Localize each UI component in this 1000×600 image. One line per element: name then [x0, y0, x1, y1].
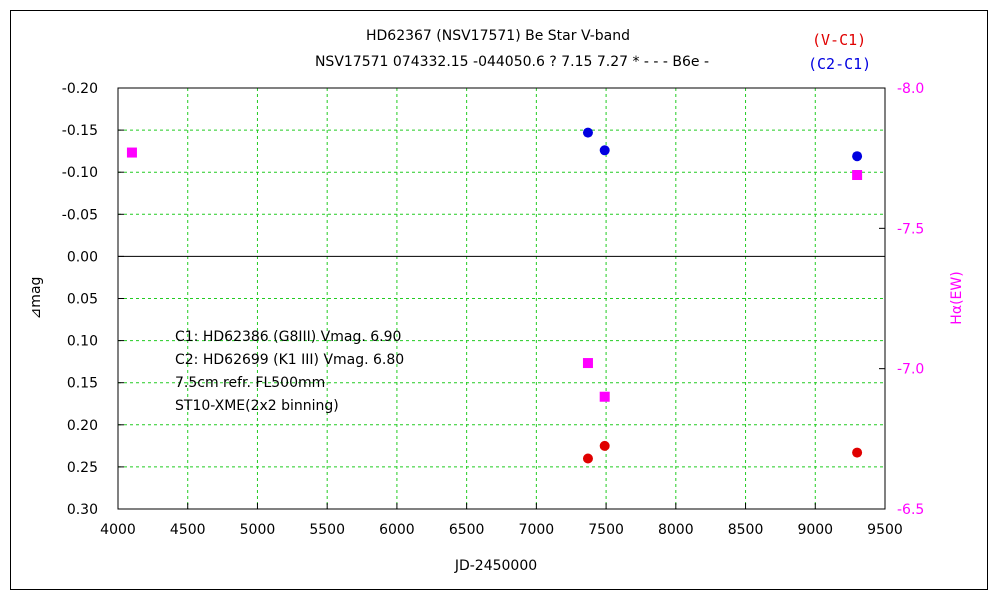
y-tick-label: -0.10	[62, 165, 98, 181]
y-tick-label: -0.20	[62, 81, 98, 97]
y-tick-label: 0.00	[67, 249, 98, 265]
x-tick-label: 6000	[379, 522, 415, 538]
axes: 4000 4500 5000 5500 6000 6500 7000 7500 8000 8500…	[62, 81, 925, 538]
x-tick-label: 9000	[797, 522, 833, 538]
grid	[118, 88, 885, 509]
chart-frame	[10, 10, 988, 590]
data-point-h-alpha	[599, 391, 610, 402]
legend-item-v-c1: (V-C1)	[812, 31, 866, 49]
y-tick-label: 0.05	[67, 292, 98, 308]
data-point-c2-c1	[599, 145, 610, 156]
y-tick-label: 0.25	[67, 460, 98, 476]
x-axis-label: JD-2450000	[454, 558, 537, 574]
y-tick-label: 0.10	[67, 334, 98, 350]
annotation-camera: ST10-XME(2x2 binning)	[175, 398, 339, 414]
x-tick-label: 8500	[728, 522, 764, 538]
data-point-h-alpha	[126, 147, 137, 158]
x-tick-label: 6500	[449, 522, 485, 538]
y-tick-label: 0.15	[67, 376, 98, 392]
data-point-v-c1	[582, 453, 593, 464]
x-tick-label: 7000	[519, 522, 555, 538]
x-tick-label: 5500	[309, 522, 345, 538]
x-tick-label: 5000	[240, 522, 276, 538]
y-tick-label: -0.15	[62, 123, 98, 139]
y-tick-label: -0.05	[62, 207, 98, 223]
y2-tick-label: -7.0	[897, 362, 924, 378]
data-point-v-c1	[852, 447, 863, 458]
x-tick-label: 4000	[100, 522, 136, 538]
data-point-v-c1	[599, 440, 610, 451]
y2-axis-label: Hα(EW)	[949, 271, 965, 324]
data-marks	[126, 127, 863, 464]
chart-subtitle: NSV17571 074332.15 -044050.6 ? 7.15 7.27…	[315, 54, 709, 70]
data-point-h-alpha	[582, 358, 593, 369]
x-tick-label: 7500	[588, 522, 624, 538]
annotation-telescope: 7.5cm refr. FL500mm	[175, 375, 325, 391]
chart-title: HD62367 (NSV17571) Be Star V-band	[366, 28, 630, 44]
x-tick-label: 4500	[170, 522, 206, 538]
data-point-c2-c1	[852, 151, 863, 162]
y-axis-label: ⊿mag	[28, 277, 44, 320]
annotation-c2: C2: HD62699 (K1 III) Vmag. 6.80	[175, 352, 404, 368]
y2-tick-label: -6.5	[897, 502, 924, 518]
x-tick-label: 8000	[658, 522, 694, 538]
y-tick-label: 0.20	[67, 418, 98, 434]
y2-tick-label: -8.0	[897, 81, 924, 97]
x-tick-label: 9500	[867, 522, 903, 538]
y2-tick-label: -7.5	[897, 221, 924, 237]
data-point-h-alpha	[852, 170, 863, 181]
annotation-c1: C1: HD62386 (G8III) Vmag. 6.90	[175, 329, 401, 345]
y-tick-label: 0.30	[67, 502, 98, 518]
data-point-c2-c1	[582, 127, 593, 138]
legend-item-c2-c1: (C2-C1)	[808, 55, 871, 73]
